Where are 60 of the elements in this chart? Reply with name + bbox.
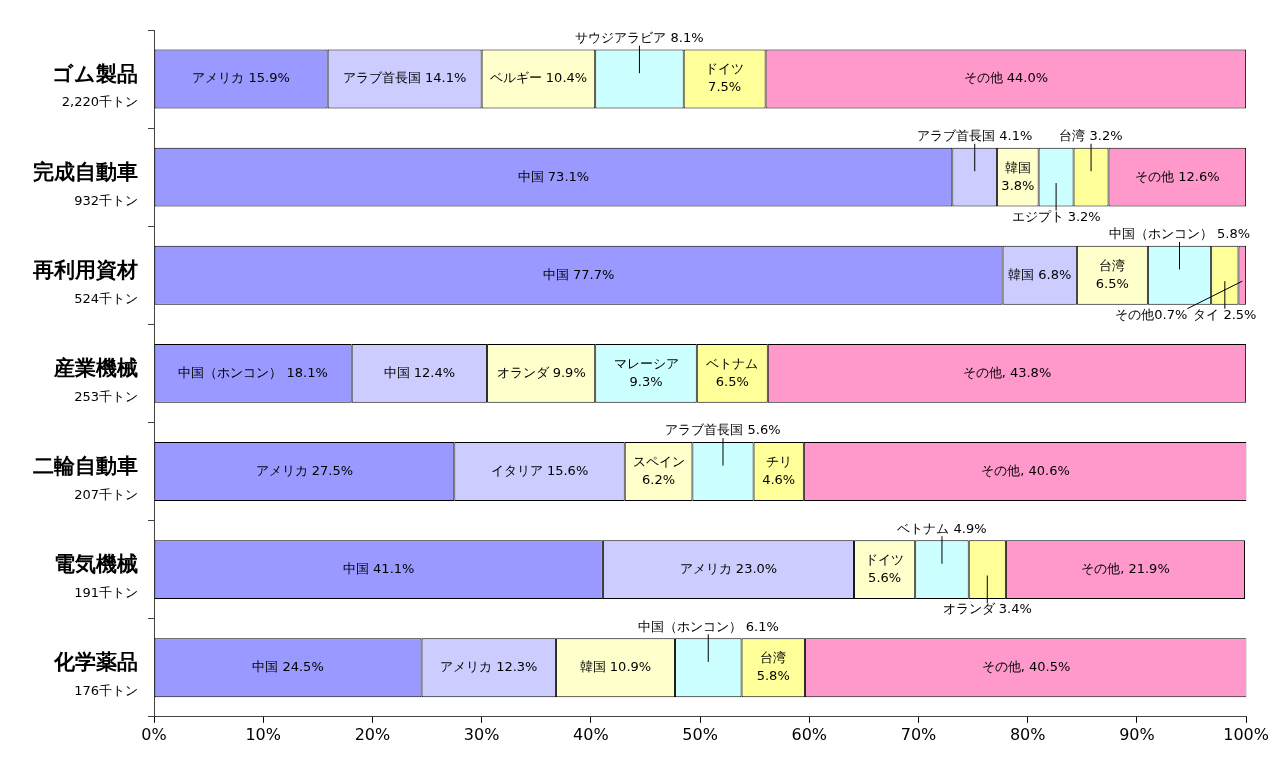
data-label: 中国 73.1% — [517, 168, 590, 184]
data-label: チリ 4.6% — [762, 453, 796, 487]
data-label: 中国 12.4% — [383, 364, 456, 380]
y-tick-label: 二輪自動車 207千トン — [33, 453, 138, 502]
data-label: 中国 41.1% — [342, 561, 415, 576]
y-tick-label: 完成自動車 932千トン — [33, 159, 138, 208]
x-tick-label: 70% — [900, 724, 937, 744]
data-label: その他 44.0% — [963, 70, 1049, 86]
data-label: その他, 43.8% — [962, 364, 1052, 380]
data-label: アメリカ 15.9% — [192, 70, 290, 86]
data-label: その他 12.6% — [1135, 168, 1220, 184]
data-label: 韓国 3.8% — [1001, 159, 1035, 193]
data-label: マレーシア 9.3% — [613, 355, 679, 389]
data-label: 中国 77.7% — [542, 266, 615, 282]
data-label: 中国（ホンコン） 5.8% — [1108, 226, 1251, 242]
y-tick-label: ゴム製品 2,220千トン — [52, 61, 138, 110]
x-tick-label: 20% — [354, 724, 391, 744]
data-label: オランダ 3.4% — [942, 601, 1032, 617]
data-label: 中国（ホンコン） 6.1% — [637, 618, 779, 634]
data-label: アメリカ 23.0% — [679, 561, 778, 576]
data-label: ベルギー 10.4% — [489, 70, 588, 86]
data-label: エジプト 3.2% — [1011, 208, 1101, 224]
data-label: アラブ首長国 14.1% — [342, 70, 467, 86]
data-label: その他0.7% — [1115, 307, 1188, 323]
y-tick-label: 再利用資材 524千トン — [32, 257, 138, 306]
x-tick-label: 80% — [1009, 724, 1046, 744]
x-tick-label: 60% — [791, 724, 828, 744]
data-label: 台湾 6.5% — [1095, 257, 1129, 291]
x-tick-label: 90% — [1119, 724, 1155, 744]
x-tick-label: 40% — [573, 724, 609, 744]
x-tick-label: 50% — [682, 724, 718, 744]
data-label: その他, 40.6% — [981, 462, 1070, 478]
y-tick-label: 電気機械 191千トン — [54, 552, 138, 600]
data-label: 中国 24.5% — [252, 659, 324, 675]
data-label: 中国（ホンコン） 18.1% — [178, 364, 328, 380]
data-label: ドイツ 5.6% — [865, 552, 905, 585]
x-tick-label: 10% — [245, 724, 281, 744]
data-label: アメリカ 27.5% — [255, 462, 354, 478]
x-tick-label: 30% — [463, 724, 500, 744]
data-label: サウジアラビア 8.1% — [575, 30, 704, 45]
data-label: アメリカ 12.3% — [440, 659, 538, 675]
data-label: 台湾 5.8% — [756, 650, 790, 684]
data-label: イタリア 15.6% — [490, 462, 589, 478]
data-label: ベトナム 4.9% — [897, 520, 987, 536]
data-label: その他, 40.5% — [981, 659, 1071, 675]
data-label: ドイツ 7.5% — [705, 61, 745, 95]
data-label: アラブ首長国 4.1% — [917, 128, 1033, 144]
data-label: 韓国 6.8% — [1008, 266, 1072, 282]
y-tick-label: 産業機械 253千トン — [53, 355, 138, 404]
data-label: 台湾 3.2% — [1059, 128, 1123, 144]
data-label: タイ 2.5% — [1193, 307, 1257, 323]
data-label: アラブ首長国 5.6% — [665, 422, 781, 438]
data-label: 韓国 10.9% — [579, 659, 652, 675]
data-label: オランダ 9.9% — [496, 364, 586, 380]
x-tick-label: 100% — [1223, 724, 1269, 744]
x-tick-label: 0% — [141, 724, 167, 744]
data-label: その他, 21.9% — [1081, 561, 1170, 576]
data-label: スペイン 6.2% — [632, 453, 685, 487]
data-label: ベトナム 6.5% — [706, 355, 759, 389]
y-tick-label: 化学薬品 176千トン — [53, 650, 138, 699]
